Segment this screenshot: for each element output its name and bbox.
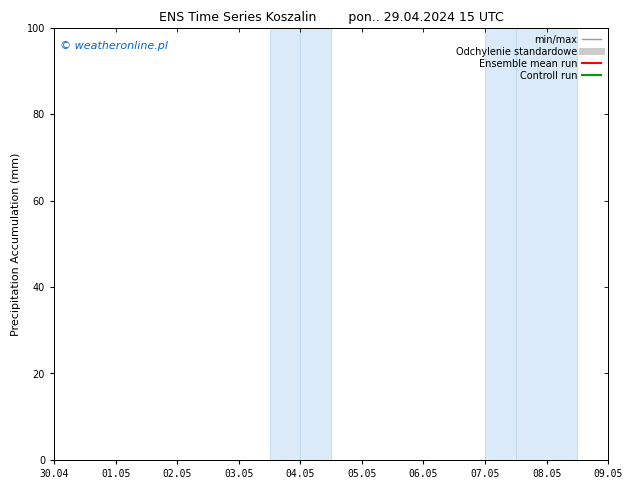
- Bar: [485, 28, 516, 460]
- Legend: min/max, Odchylenie standardowe, Ensemble mean run, Controll run: min/max, Odchylenie standardowe, Ensembl…: [454, 33, 604, 83]
- Bar: [301, 28, 331, 460]
- Bar: [269, 28, 301, 460]
- Y-axis label: Precipitation Accumulation (mm): Precipitation Accumulation (mm): [11, 152, 21, 336]
- Bar: [516, 28, 578, 460]
- Title: ENS Time Series Koszalin        pon.. 29.04.2024 15 UTC: ENS Time Series Koszalin pon.. 29.04.202…: [158, 11, 503, 24]
- Text: © weatheronline.pl: © weatheronline.pl: [60, 41, 167, 51]
